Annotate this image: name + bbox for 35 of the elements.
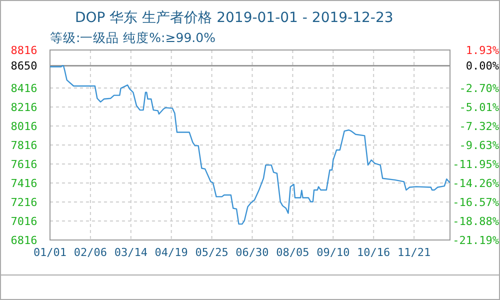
x-tick-label: 04/19 [154,246,188,259]
x-tick-label: 06/30 [236,246,269,259]
x-tick-label: 03/14 [114,246,148,259]
y2-tick-label: -2.70% [459,82,500,95]
y-tick-label: 7416 [10,176,38,190]
y-tick-label: 6816 [10,234,38,247]
line-series [49,65,451,225]
y-tick-label: 7816 [10,138,38,152]
x-tick-label: 10/16 [357,246,390,259]
y2-tick-label: 0.00% [466,60,500,73]
y2-tick-label: -11.95% [452,158,500,171]
y2-tick-label: -5.01% [459,100,500,114]
y2-tick-label: -16.57% [452,196,500,209]
y2-tick-label: -18.88% [452,214,500,228]
x-tick-label: 05/25 [195,246,228,259]
x-tick-label: 02/06 [74,246,108,259]
y2-tick-label: 1.93% [466,44,500,57]
chart-title: DOP 华东 生产者价格 2019-01-01 - 2019-12-23 [75,10,394,26]
y2-tick-label: -7.32% [459,120,500,133]
y2-tick-label: -21.19% [452,234,500,247]
chart-subtitle: 等级:一级品 纯度%:≥99.0% [50,30,216,45]
x-tick-label: 09/10 [316,246,350,259]
y2-tick-label: -14.26% [452,176,500,190]
x-tick-label: 08/05 [276,246,310,259]
y-tick-label: 8816 [10,44,38,57]
y-tick-label: 7616 [10,158,38,171]
y-tick-label: 8216 [10,100,38,114]
y-tick-label: 8650 [10,60,38,73]
y-tick-label: 7016 [10,214,38,228]
x-tick-label: 01/01 [33,246,67,259]
y-tick-label: 8416 [10,82,38,95]
x-tick-label: 11/21 [397,246,431,259]
y-tick-label: 7216 [10,196,38,209]
y-tick-label: 8016 [10,120,38,133]
y2-tick-label: -9.63% [459,138,500,152]
